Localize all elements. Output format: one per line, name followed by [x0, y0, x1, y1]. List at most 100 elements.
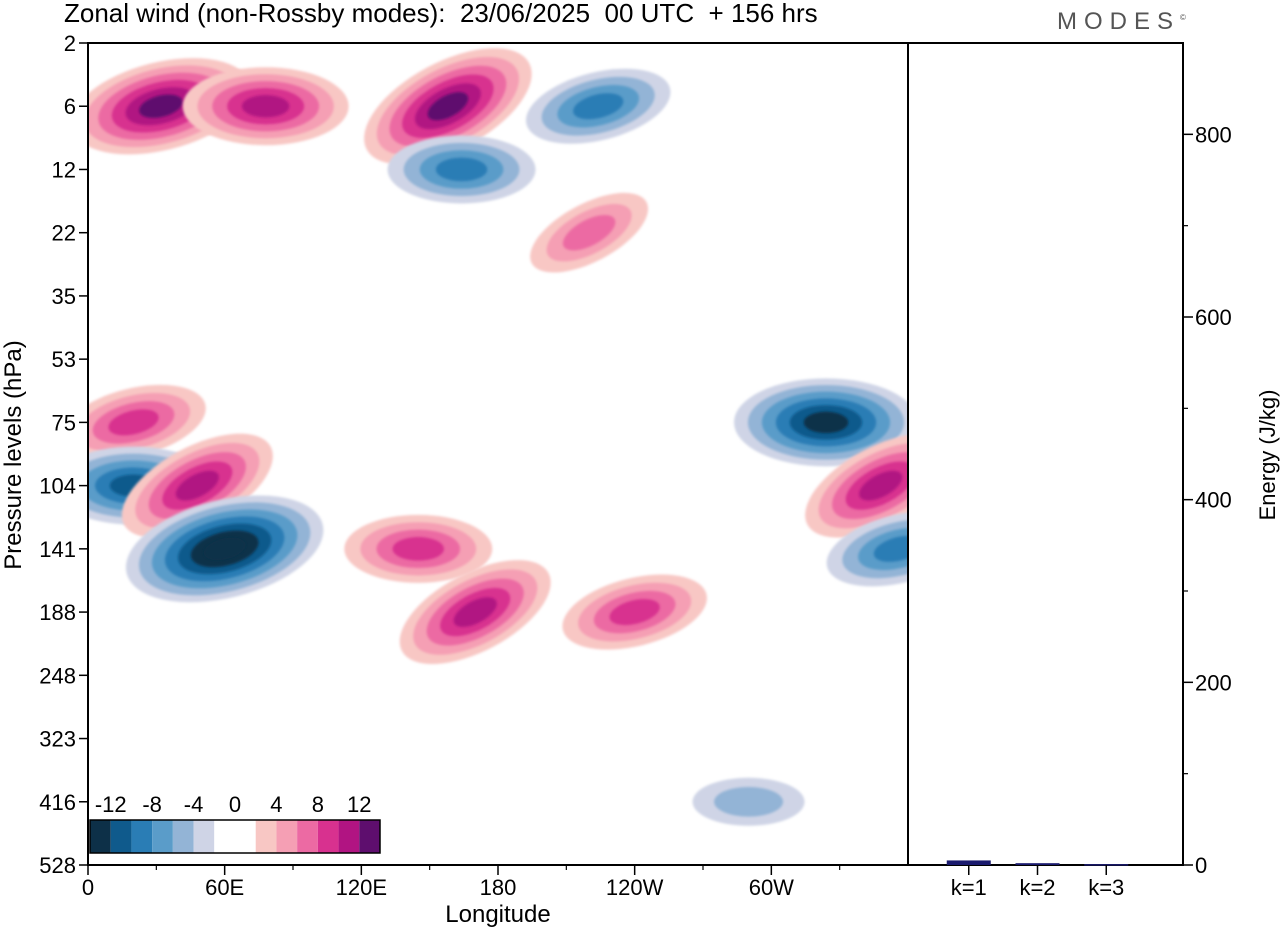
- colorbar-swatch: [214, 820, 235, 853]
- x-tick-label: 120E: [336, 875, 387, 900]
- colorbar-frame: [89, 819, 381, 854]
- energy-bar: [1015, 863, 1060, 865]
- colorbar: -12 -8 -4 0 4 8 12: [89, 792, 381, 854]
- energy-panel-frame: [907, 42, 1184, 866]
- contour-level: [453, 597, 497, 627]
- wind-feature-westerly: [562, 574, 707, 650]
- energy-y-tick-label: 0: [1195, 853, 1207, 878]
- y-axis: 2 6 12 22 35 53 75 104 141 188 248 323 416 528: [39, 31, 88, 878]
- energy-y-tick-label: 200: [1195, 670, 1232, 695]
- colorbar-swatch: [276, 820, 298, 853]
- y-tick-label: 188: [39, 600, 76, 625]
- colorbar-tick-label: -8: [142, 792, 162, 817]
- x-axis-label: Longitude: [445, 901, 550, 928]
- contour-level: [203, 537, 246, 561]
- y-axis-label: Pressure levels (hPa): [0, 340, 27, 569]
- brand-mark: ©: [1180, 13, 1186, 22]
- y-tick-label: 75: [52, 410, 76, 435]
- modes-logo: MODES©: [1057, 8, 1186, 36]
- x-tick-label: 60W: [749, 875, 794, 900]
- energy-category-label: k=3: [1088, 875, 1124, 900]
- contour-level: [803, 411, 849, 434]
- energy-bar: [946, 860, 991, 865]
- wind-feature-westerly: [121, 433, 273, 538]
- energy-bars: [946, 860, 1129, 866]
- energy-category-label: k=2: [1019, 875, 1055, 900]
- wind-feature-westerly: [530, 192, 649, 273]
- wind-feature-westerly: [364, 48, 532, 165]
- colorbar-tick-label: 0: [229, 792, 241, 817]
- energy-bar: [1084, 864, 1129, 866]
- contour-level: [241, 95, 290, 118]
- colorbar-swatch: [131, 820, 153, 853]
- y-tick-label: 141: [39, 537, 76, 562]
- wind-feature-easterly: [525, 68, 671, 144]
- contour-level: [562, 214, 616, 251]
- colorbar-swatch: [338, 820, 360, 853]
- colorbar-swatch: [317, 820, 339, 853]
- wind-feature-easterly: [125, 495, 324, 603]
- colorbar-swatch: [235, 820, 256, 853]
- contour-level: [139, 94, 183, 118]
- contour-level: [714, 786, 784, 817]
- y-tick-label: 6: [64, 94, 76, 119]
- wind-feature-westerly: [805, 433, 908, 538]
- colorbar-tick-label: 4: [270, 792, 282, 817]
- energy-x-axis: k=1 k=2 k=3: [951, 865, 1124, 900]
- x-tick-label: 120W: [606, 875, 664, 900]
- y-tick-label: 323: [39, 727, 76, 752]
- y-tick-label: 248: [39, 663, 76, 688]
- contour-level: [175, 470, 219, 501]
- wind-feature-easterly: [826, 511, 908, 587]
- contour-level: [108, 409, 159, 436]
- contour-level: [609, 599, 660, 626]
- wind-feature-westerly: [88, 384, 206, 460]
- chart-title: Zonal wind (non-Rossby modes): 23/06/202…: [64, 0, 818, 28]
- wind-feature-westerly: [344, 514, 493, 583]
- colorbar-tick-label: -4: [184, 792, 204, 817]
- wind-feature-easterly: [692, 777, 805, 826]
- energy-axis-label: Energy (J/kg): [1255, 390, 1280, 521]
- colorbar-swatch: [110, 820, 132, 853]
- colorbar-swatch: [172, 820, 194, 853]
- wind-feature-westerly: [399, 560, 551, 665]
- x-tick-label: 60E: [205, 875, 244, 900]
- colorbar-tick-label: -12: [95, 792, 127, 817]
- wind-feature-easterly: [387, 135, 536, 204]
- contour-level: [427, 92, 469, 121]
- energy-y-tick-label: 600: [1195, 305, 1232, 330]
- energy-y-tick-label: 800: [1195, 122, 1232, 147]
- energy-category-label: k=1: [951, 875, 987, 900]
- colorbar-tick-label: 8: [312, 792, 324, 817]
- colorbar-swatch: [297, 820, 318, 853]
- brand-text: MODES: [1057, 8, 1181, 35]
- contour-level: [859, 470, 903, 501]
- energy-y-tick-label: 400: [1195, 488, 1232, 513]
- colorbar-swatch: [359, 820, 380, 853]
- y-tick-label: 12: [52, 157, 76, 182]
- x-tick-label: 0: [82, 875, 94, 900]
- y-tick-label: 35: [52, 284, 76, 309]
- contour-level: [573, 93, 624, 120]
- colorbar-swatch: [193, 820, 215, 853]
- energy-y-axis: 0 200 400 600 800: [1183, 122, 1232, 878]
- x-tick-label: 180: [480, 875, 517, 900]
- y-tick-label: 528: [39, 853, 76, 878]
- y-tick-label: 53: [52, 347, 76, 372]
- colorbar-tick-label: 12: [347, 792, 371, 817]
- colorbar-swatch: [90, 820, 111, 853]
- colorbar-swatch: [255, 820, 277, 853]
- contour-level: [873, 535, 908, 562]
- wind-feature-westerly: [182, 67, 349, 146]
- x-axis: 0 60E 120E 180 120W 60W: [82, 865, 841, 900]
- contour-level: [435, 157, 488, 182]
- y-tick-label: 416: [39, 790, 76, 815]
- y-tick-label: 104: [39, 474, 76, 499]
- y-tick-label: 2: [64, 31, 76, 56]
- y-tick-label: 22: [52, 221, 76, 246]
- heatmap-field: [88, 48, 908, 826]
- wind-feature-easterly: [734, 378, 908, 467]
- colorbar-swatch: [152, 820, 173, 853]
- contour-level: [392, 537, 444, 561]
